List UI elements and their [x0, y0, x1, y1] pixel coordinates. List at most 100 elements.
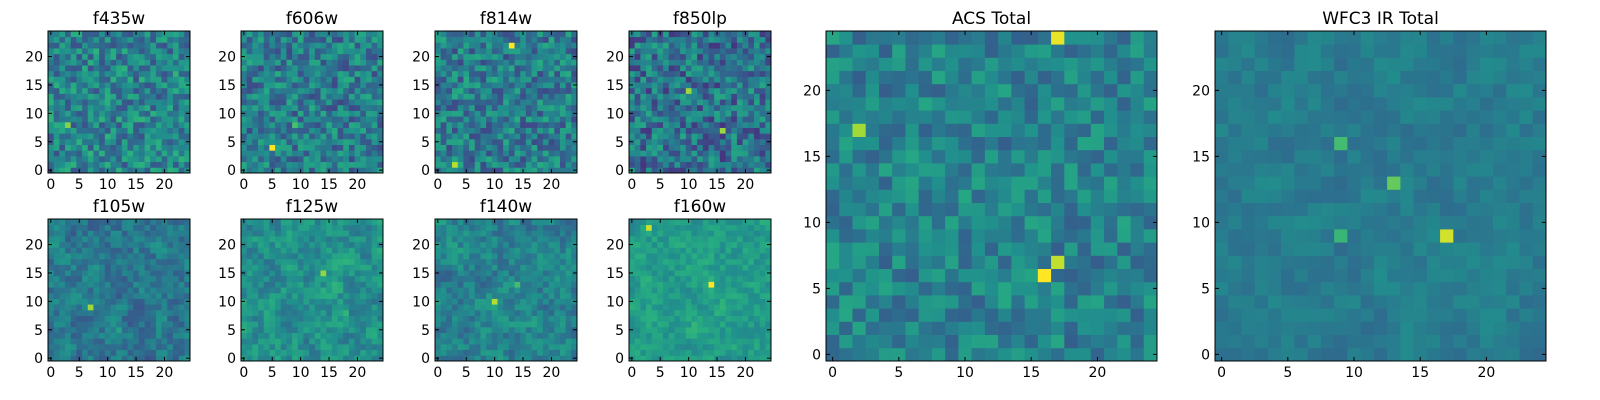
heatmap-cell: [82, 42, 89, 49]
heatmap-cell: [320, 161, 327, 168]
heatmap-cell: [241, 76, 248, 83]
heatmap-cell: [87, 36, 94, 43]
heatmap-cell: [697, 155, 704, 163]
heatmap-cell: [748, 99, 755, 106]
heatmap-cell: [303, 258, 310, 265]
heatmap-cell: [435, 93, 442, 100]
heatmap-cell: [309, 70, 316, 77]
heatmap-cell: [93, 116, 100, 123]
heatmap-cell: [246, 264, 253, 271]
heatmap-cell: [297, 93, 304, 100]
heatmap-cell: [731, 133, 738, 140]
heatmap-cell: [252, 53, 259, 60]
heatmap-cell: [241, 99, 248, 106]
heatmap-cell: [127, 82, 134, 89]
heatmap-cell: [452, 42, 459, 49]
heatmap-cell: [520, 161, 527, 168]
heatmap-cell: [246, 65, 253, 72]
heatmap-cell: [65, 241, 72, 248]
heatmap-cell: [748, 292, 755, 299]
heatmap-cell: [634, 309, 641, 316]
heatmap-cell: [303, 247, 310, 254]
heatmap-cell: [269, 133, 276, 140]
heatmap-cell: [680, 321, 687, 328]
heatmap-cell: [759, 355, 766, 362]
heatmap-cell: [178, 82, 185, 89]
heatmap-cell: [127, 304, 134, 311]
heatmap-cell: [292, 76, 299, 83]
heatmap-cell: [702, 138, 709, 145]
heatmap-cell: [365, 104, 373, 111]
heatmap-cell: [252, 116, 259, 123]
heatmap-cell: [446, 287, 453, 294]
heatmap-cell: [309, 349, 316, 356]
heatmap-cell: [571, 264, 578, 271]
heatmap-cell: [144, 230, 151, 237]
heatmap-cell: [127, 281, 134, 288]
heatmap-cell: [184, 253, 191, 260]
heatmap-cell: [753, 116, 761, 123]
heatmap-cell: [742, 76, 749, 83]
heatmap-cell: [714, 42, 721, 49]
heatmap-cell: [314, 326, 321, 333]
heatmap-cell: [657, 59, 664, 66]
heatmap-cell: [463, 270, 470, 277]
heatmap-cell: [326, 65, 333, 72]
heatmap-cell: [640, 167, 647, 174]
heatmap-cell: [435, 343, 442, 351]
heatmap-cell: [668, 298, 675, 305]
heatmap-cell: [286, 138, 293, 145]
heatmap-cell: [138, 321, 145, 328]
heatmap-cell: [554, 275, 561, 282]
heatmap-cell: [714, 315, 721, 322]
heatmap-cell: [457, 343, 464, 351]
heatmap-cell: [59, 150, 66, 157]
heatmap-cell: [275, 87, 282, 94]
heatmap-cell: [377, 70, 384, 77]
heatmap-cell: [275, 241, 282, 248]
heatmap-cell: [640, 326, 647, 333]
heatmap-cell: [719, 65, 726, 72]
heatmap-cell: [525, 355, 532, 362]
heatmap-cell: [365, 343, 373, 351]
heatmap-cell: [565, 133, 572, 140]
heatmap-cell: [474, 161, 481, 168]
heatmap-cell: [280, 42, 287, 49]
heatmap-cell: [70, 65, 77, 72]
heatmap-cell: [138, 241, 145, 248]
heatmap-cell: [337, 349, 344, 356]
heatmap-cell: [263, 343, 270, 351]
heatmap-cell: [629, 65, 636, 72]
heatmap-cell: [331, 292, 338, 299]
heatmap-cell: [70, 155, 77, 163]
plot-frame: [628, 30, 772, 174]
heatmap-cell: [150, 321, 157, 328]
heatmap-cell: [70, 70, 77, 77]
heatmap-cell: [348, 121, 355, 128]
heatmap-cell: [76, 93, 83, 100]
heatmap-cell: [680, 338, 687, 345]
heatmap-cell: [309, 82, 316, 89]
heatmap-cell: [525, 42, 532, 49]
heatmap-cell: [719, 309, 726, 316]
heatmap-cell: [525, 332, 532, 339]
y-tick-label: 5: [34, 135, 43, 151]
heatmap-cell: [651, 309, 658, 316]
heatmap-cell: [657, 275, 664, 282]
heatmap-cell: [629, 76, 636, 83]
heatmap-cell: [87, 275, 94, 282]
heatmap-cell: [82, 236, 89, 243]
heatmap-cell: [520, 321, 527, 328]
heatmap-cell: [121, 110, 128, 117]
heatmap-cell: [480, 241, 487, 248]
heatmap-cell: [691, 138, 698, 145]
heatmap-cell: [508, 127, 515, 134]
heatmap-cell: [280, 258, 287, 265]
heatmap-cell: [719, 270, 726, 277]
heatmap-cell: [508, 65, 515, 72]
heatmap-cell: [348, 287, 355, 294]
heatmap-cell: [714, 116, 721, 123]
y-tick-label: 20: [606, 50, 624, 66]
heatmap-cell: [348, 355, 355, 362]
heatmap-cell: [657, 65, 664, 72]
